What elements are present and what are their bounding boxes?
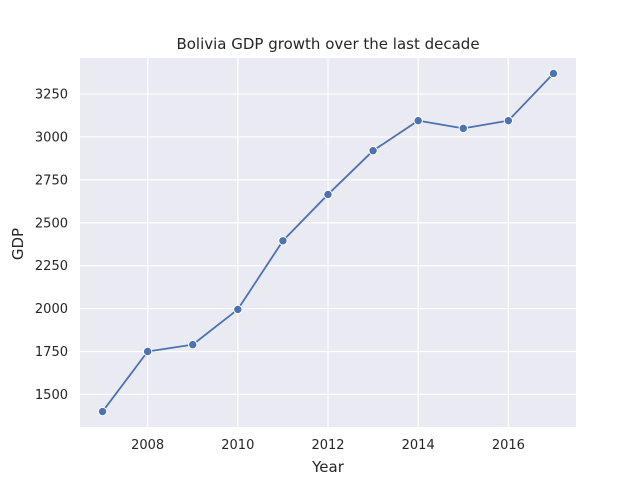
chart-title: Bolivia GDP growth over the last decade xyxy=(176,35,479,53)
x-tick-label: 2012 xyxy=(311,438,344,453)
x-axis-label: Year xyxy=(311,458,345,476)
data-point xyxy=(503,115,514,126)
x-tick-label: 2014 xyxy=(402,438,435,453)
data-point xyxy=(323,189,333,200)
x-tick-label: 2010 xyxy=(221,438,254,453)
data-point xyxy=(188,339,198,350)
y-tick-label: 3250 xyxy=(35,88,68,103)
data-point xyxy=(548,68,559,79)
y-tick-label: 2750 xyxy=(35,173,68,188)
y-axis-label: GDP xyxy=(9,228,27,260)
y-tick-label: 2000 xyxy=(35,302,68,317)
grid xyxy=(80,58,576,427)
y-tick-label: 3000 xyxy=(35,130,68,145)
x-tick-label: 2008 xyxy=(131,438,164,453)
data-point xyxy=(458,123,468,134)
y-tick-label: 1500 xyxy=(35,388,68,403)
data-point xyxy=(278,236,288,246)
y-tick-label: 2250 xyxy=(35,259,68,274)
data-point xyxy=(368,145,378,156)
data-point xyxy=(142,346,153,357)
y-tick-label: 2500 xyxy=(35,216,68,231)
data-point xyxy=(233,304,243,315)
data-point xyxy=(413,115,423,126)
x-tick-label: 2016 xyxy=(492,438,525,453)
y-tick-label: 1750 xyxy=(35,345,68,360)
data-point xyxy=(97,406,108,417)
